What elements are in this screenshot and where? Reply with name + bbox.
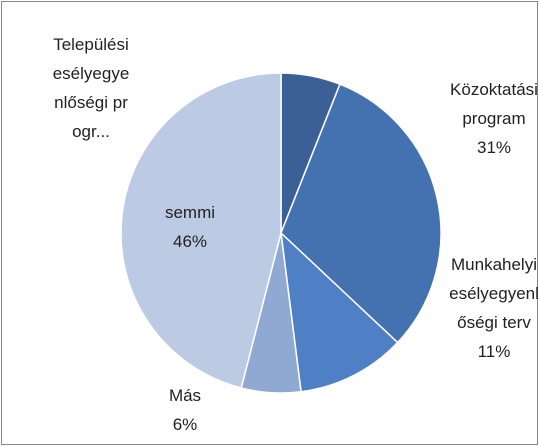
slice-label: semmi 46% — [140, 198, 240, 256]
slice-label: Munkahelyi esélyegyenlőségi terv 11% — [448, 250, 539, 366]
slice-label: Települési esélyegyenlőségi progr... — [50, 30, 132, 146]
category-name: Munkahelyi esélyegyenlőségi terv — [449, 255, 539, 332]
category-name: Más — [168, 386, 202, 405]
percent-label: 46% — [172, 232, 208, 251]
category-name: Közoktatási program — [450, 80, 538, 128]
pie-slice — [279, 231, 399, 393]
category-name: semmi — [164, 203, 216, 222]
slice-label: Más 6% — [140, 381, 230, 439]
percent-label: 31% — [476, 138, 512, 157]
percent-label: 6% — [172, 415, 198, 434]
pie-slice — [120, 72, 282, 389]
category-name: Települési esélyegyenlőségi progr... — [52, 35, 130, 141]
pie-slice — [280, 83, 442, 344]
percent-label: 11% — [477, 342, 511, 361]
slice-label: Közoktatási program 31% — [448, 75, 539, 162]
